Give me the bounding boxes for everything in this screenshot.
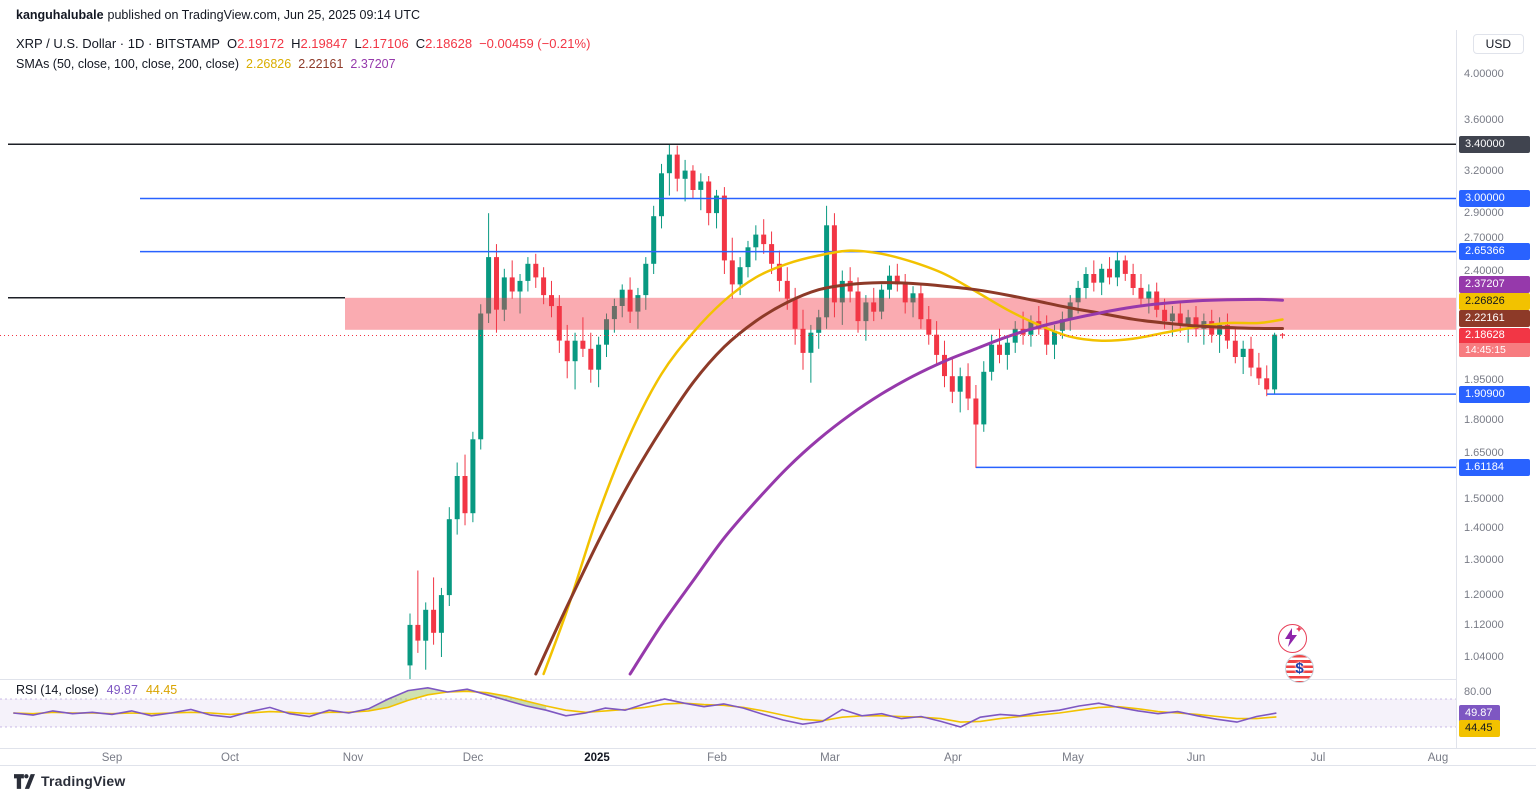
time-label-2025: 2025	[584, 752, 610, 764]
price-tick-3.60000: 3.60000	[1464, 113, 1504, 126]
price-level-label-1.90900[interactable]: 1.90900	[1459, 385, 1530, 403]
price-tick-1.30000: 1.30000	[1464, 554, 1504, 567]
sma200-value: 2.37207	[350, 57, 396, 71]
bar-countdown: 14:45:15	[1459, 343, 1530, 357]
brand-name: TradingView	[41, 773, 126, 789]
symbol-title[interactable]: XRP / U.S. Dollar · 1D · BITSTAMP	[16, 36, 220, 51]
attribution-username: kanguhalubale	[16, 8, 104, 22]
price-tick-1.95000: 1.95000	[1464, 374, 1504, 387]
price-level-label-2.26826[interactable]: 2.26826	[1459, 293, 1530, 310]
price-tick-1.50000: 1.50000	[1464, 492, 1504, 505]
time-label-May: May	[1062, 752, 1084, 764]
price-tick-1.12000: 1.12000	[1464, 618, 1504, 631]
time-label-Oct: Oct	[221, 752, 239, 764]
price-tick-1.65000: 1.65000	[1464, 447, 1504, 460]
lightning-sticker-icon[interactable]	[1278, 624, 1307, 653]
price-level-label-1.61184[interactable]: 1.61184	[1459, 458, 1530, 476]
price-level-label-2.37207[interactable]: 2.37207	[1459, 276, 1530, 293]
price-axis[interactable]: 1.04000 1.12000 1.20000 1.30000 1.40000 1.500…	[1456, 30, 1536, 748]
dollar-sign: $	[1295, 660, 1304, 677]
attribution-bar: kanguhalubale published on TradingView.c…	[0, 0, 1536, 30]
price-tick-1.04000: 1.04000	[1464, 651, 1504, 663]
price-tick-2.40000: 2.40000	[1464, 264, 1504, 277]
time-label-Nov: Nov	[342, 752, 364, 764]
price-tick-1.80000: 1.80000	[1464, 413, 1504, 426]
price-level-label-2.22161[interactable]: 2.22161	[1459, 310, 1530, 327]
ohlc-low: L2.17106	[354, 36, 409, 51]
sma50-line[interactable]	[542, 249, 1284, 676]
supply-zone[interactable]	[345, 297, 1456, 330]
price-level-label-3.40000[interactable]: 3.40000	[1459, 135, 1530, 153]
time-axis[interactable]: Sep Oct Nov Dec 2025 Feb Mar Apr May Jun Jul Aug	[0, 748, 1536, 767]
last-price-value: 2.18628	[1465, 329, 1505, 341]
price-tick-4.00000: 4.00000	[1464, 68, 1504, 80]
price-tick-3.20000: 3.20000	[1464, 164, 1504, 177]
rsi-ma-value: 44.45	[145, 683, 178, 697]
time-label-Dec: Dec	[462, 752, 484, 764]
time-label-Mar: Mar	[820, 752, 840, 764]
currency-toggle-button[interactable]: USD	[1472, 34, 1524, 54]
price-tick-2.70000: 2.70000	[1464, 231, 1504, 244]
rsi-ma-line[interactable]	[13, 690, 1277, 723]
rsi-line[interactable]	[13, 686, 1277, 728]
rsi-ma-value-label: 44.45	[1459, 719, 1500, 737]
tradingview-logo[interactable]: TradingView	[14, 773, 125, 789]
last-price-label: 2.18628 14:45:15	[1459, 328, 1530, 357]
rsi-pane[interactable]	[0, 686, 1456, 728]
rsi-tick-80: 80.00	[1464, 686, 1492, 698]
ohlc-open: O2.19172	[226, 36, 285, 51]
rsi-gradient-fill	[368, 687, 547, 711]
time-label-Aug: Aug	[1427, 752, 1449, 764]
sma100-value: 2.22161	[298, 57, 344, 71]
chart-stickers: $	[1278, 624, 1314, 683]
dollar-coin-sticker-icon[interactable]: $	[1285, 654, 1314, 683]
sma-indicator-title[interactable]: SMAs (50, close, 100, close, 200, close)	[16, 57, 240, 71]
sma100-line[interactable]	[534, 281, 1284, 676]
attribution-text: published on TradingView.com, Jun 25, 20…	[107, 8, 421, 22]
price-tick-1.20000: 1.20000	[1464, 589, 1504, 602]
tradingview-logo-icon	[14, 773, 35, 789]
ohlc-high: H2.19847	[291, 36, 348, 51]
rsi-indicator-title[interactable]: RSI (14, close)	[16, 683, 99, 697]
ohlc-close: C2.18628	[415, 36, 473, 51]
footer-bar: TradingView	[0, 765, 1536, 796]
chart-legend: XRP / U.S. Dollar · 1D · BITSTAMP O2.191…	[16, 34, 590, 74]
change-value: −0.00459 (−0.21%)	[479, 36, 591, 51]
price-tick-1.40000: 1.40000	[1464, 522, 1504, 535]
time-label-Jun: Jun	[1186, 752, 1206, 764]
rsi-value-label: 49.87	[1459, 704, 1500, 722]
sma-legend-row[interactable]: SMAs (50, close, 100, close, 200, close)…	[16, 54, 590, 74]
price-tick-2.90000: 2.90000	[1464, 207, 1504, 220]
candlestick-series[interactable]	[407, 144, 1286, 687]
price-level-label-3.00000[interactable]: 3.00000	[1459, 190, 1530, 207]
symbol-legend-row[interactable]: XRP / U.S. Dollar · 1D · BITSTAMP O2.191…	[16, 34, 590, 54]
sma50-value: 2.26826	[246, 57, 292, 71]
time-label-Jul: Jul	[1310, 752, 1326, 764]
sma200-line[interactable]	[628, 297, 1284, 676]
horizontal-levels[interactable]	[8, 143, 1456, 469]
rsi-value: 49.87	[106, 683, 138, 697]
price-level-label-2.65366[interactable]: 2.65366	[1459, 243, 1530, 261]
time-label-Apr: Apr	[944, 752, 962, 764]
time-label-Sep: Sep	[101, 752, 123, 764]
time-label-Feb: Feb	[707, 752, 727, 764]
rsi-legend[interactable]: RSI (14, close) 49.87 44.45	[16, 683, 177, 697]
